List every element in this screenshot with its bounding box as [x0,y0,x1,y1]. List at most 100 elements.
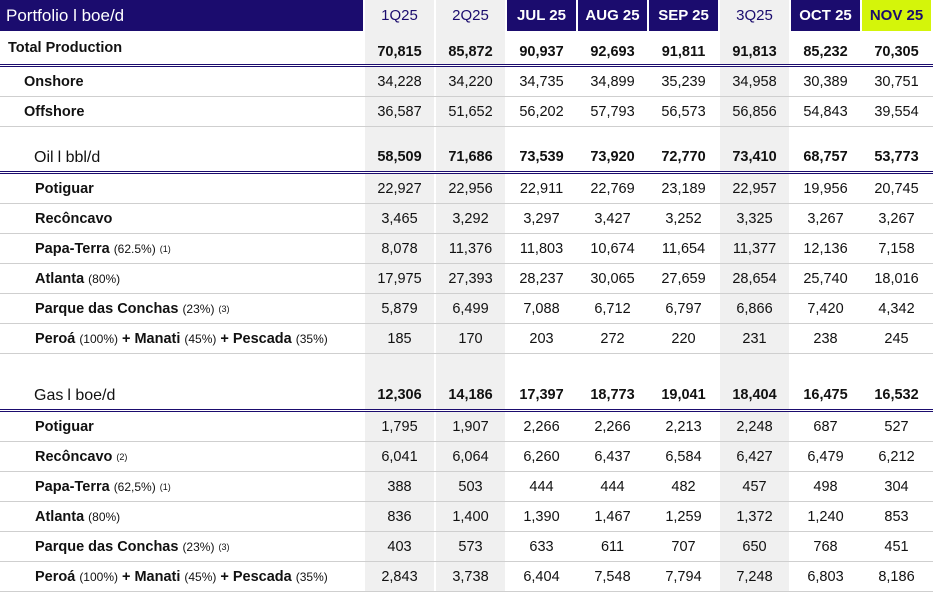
row-name: Parque das Conchas [35,300,179,317]
value-cell: 5,879 [365,294,434,323]
value-cell [507,354,576,382]
value-cell: 3,465 [365,204,434,233]
row-label: Potiguar [0,412,363,441]
value-cell: 3,292 [436,204,505,233]
value-cell: 2,266 [523,418,560,435]
value-cell: 498 [813,478,838,495]
value-cell: 231 [720,324,789,353]
value-cell: 28,237 [519,270,564,287]
row-name: Papa-Terra [35,240,110,257]
value-cell: 56,573 [661,103,706,120]
row-label: Parque das Conchas (23%) (3) [0,532,363,561]
table-row: Peroá (100%) + Manati (45%) + Pescada (35%) 185 1… [0,324,933,354]
value-cell: 527 [884,418,909,435]
value-cell: 1,907 [436,412,505,441]
column-header-sep-25[interactable]: SEP 25 [649,0,718,31]
value-cell: 53,773 [874,149,919,165]
table-row: Papa-Terra (62,5%) (1) 388 503 444 444 482 457 49… [0,472,933,502]
value-cell: 22,927 [365,174,434,203]
row-name: Offshore [24,103,85,120]
value-cell: 3,267 [807,210,844,227]
footnote-ref: (3) [218,541,230,552]
row-name-3: Pescada [232,330,292,347]
row-label: Gas l boe/d [0,382,363,409]
value-cell: 39,554 [874,103,919,120]
value-cell: 6,479 [807,448,844,465]
column-header-oct-25[interactable]: OCT 25 [791,0,860,31]
column-header-nov-25[interactable]: NOV 25 [862,0,931,31]
value-cell: 203 [529,330,554,347]
row-unit: l boe/d [67,387,116,404]
column-header-3q25[interactable]: 3Q25 [720,0,789,31]
value-cell: 6,499 [436,294,505,323]
row-share-note: (23%) [182,301,215,316]
value-cell: 18,016 [874,270,919,287]
value-cell: 6,041 [365,442,434,471]
footnote-ref: (3) [218,303,230,314]
value-cell: 6,797 [665,300,702,317]
value-cell: 36,587 [365,97,434,126]
value-cell: 687 [813,418,838,435]
value-cell: 2,213 [665,418,702,435]
value-cell: 68,757 [803,149,848,165]
table-row: Peroá (100%) + Manati (45%) + Pescada (35%) 2,84… [0,562,933,592]
value-cell: 54,843 [803,103,848,120]
value-cell: 573 [436,532,505,561]
value-cell: 16,475 [803,387,848,403]
row-label: Parque das Conchas (23%) (3) [0,294,363,323]
plus-sign: + [122,330,131,347]
value-cell: 18,773 [590,387,635,403]
value-cell: 14,186 [436,382,505,409]
row-share-note: (80%) [88,271,121,286]
value-cell: 70,305 [874,44,919,60]
table-row: Parque das Conchas (23%) (3) 403 573 633 611 70… [0,532,933,562]
value-cell: 185 [365,324,434,353]
value-cell: 451 [884,538,909,555]
table-row: Potiguar 1,795 1,907 2,266 2,266 2,213 2,248 68… [0,412,933,442]
spacer-row [0,354,933,382]
value-cell: 503 [436,472,505,501]
row-share-note: (62,5%) [113,479,156,494]
row-share-note: (80%) [88,509,121,524]
value-cell: 30,065 [590,270,635,287]
footnote-ref: (1) [159,243,171,254]
value-cell: 11,803 [519,240,564,257]
value-cell: 1,400 [436,502,505,531]
value-cell: 51,652 [436,97,505,126]
table-row: Gas l boe/d 12,306 14,186 17,397 18,773 19,041… [0,382,933,412]
value-cell: 25,740 [803,270,848,287]
column-header-jul-25[interactable]: JUL 25 [507,0,576,31]
column-header-2q25[interactable]: 2Q25 [436,0,505,31]
value-cell: 27,659 [661,270,706,287]
value-cell: 8,186 [878,568,915,585]
value-cell: 482 [671,478,696,495]
value-cell: 22,957 [720,174,789,203]
value-cell: 34,220 [436,67,505,96]
row-share-note-3: (35%) [295,569,328,584]
value-cell: 22,911 [519,180,564,197]
value-cell: 17,397 [519,387,564,403]
value-cell: 27,393 [436,264,505,293]
column-header-aug-25[interactable]: AUG 25 [578,0,647,31]
value-cell: 91,813 [720,31,789,64]
value-cell: 6,712 [594,300,631,317]
value-cell: 836 [365,502,434,531]
value-cell: 3,252 [665,210,702,227]
value-cell: 3,267 [878,210,915,227]
row-name-2: Manati [134,568,181,585]
value-cell: 19,041 [661,387,706,403]
row-label: Atlanta (80%) [0,264,363,293]
value-cell: 16,532 [874,387,919,403]
value-cell: 7,248 [720,562,789,591]
row-label: Potiguar [0,174,363,203]
value-cell: 633 [529,538,554,555]
value-cell: 238 [813,330,838,347]
value-cell [649,354,718,382]
table-title: Portfolio l boe/d [0,0,363,31]
column-header-1q25[interactable]: 1Q25 [365,0,434,31]
row-label: Onshore [0,67,363,96]
value-cell [578,354,647,382]
value-cell: 12,136 [803,240,848,257]
value-cell: 34,735 [519,73,564,90]
